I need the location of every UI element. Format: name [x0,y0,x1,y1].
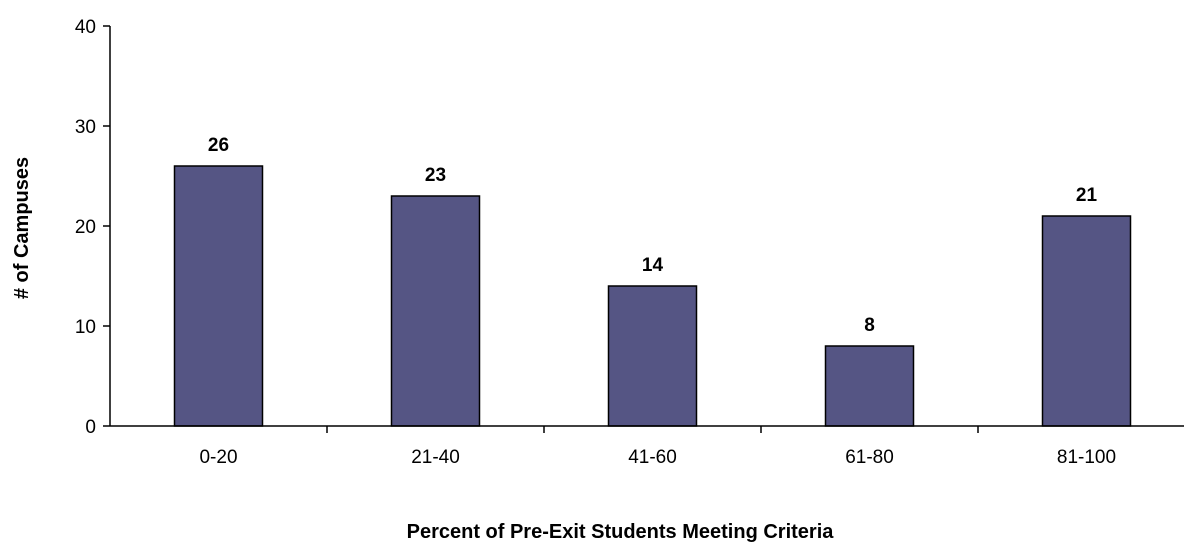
x-axis: 0-20 21-40 41-60 61-80 81-100 [110,425,1184,468]
data-label-61-80: 8 [864,315,875,336]
data-label-41-60: 14 [642,255,664,276]
data-label-0-20: 26 [208,135,229,156]
y-tick-label: 0 [85,417,96,438]
y-tick-label: 10 [75,317,96,338]
data-label-21-40: 23 [425,165,446,186]
bar-0-20 [173,165,264,427]
data-label-81-100: 21 [1076,185,1098,206]
data-labels-group: 26 23 14 8 21 [208,135,1098,336]
bar-81-100 [1041,215,1132,427]
x-tick-label-0-20: 0-20 [199,447,237,468]
y-tick-label: 20 [75,217,96,238]
y-axis: 0 10 20 30 40 [75,17,111,438]
x-tick-label-21-40: 21-40 [411,447,460,468]
y-axis-title: # of Campuses [11,157,33,299]
x-tick-label-81-100: 81-100 [1057,447,1116,468]
bar-61-80 [824,345,915,427]
bar-41-60 [607,285,698,427]
x-tick-label-61-80: 61-80 [845,447,894,468]
y-tick-label: 30 [75,117,96,138]
bar-21-40 [390,195,481,427]
y-tick-label: 40 [75,17,96,38]
x-tick-label-41-60: 41-60 [628,447,677,468]
bars-group [173,165,1132,427]
x-axis-title: Percent of Pre-Exit Students Meeting Cri… [407,521,835,543]
